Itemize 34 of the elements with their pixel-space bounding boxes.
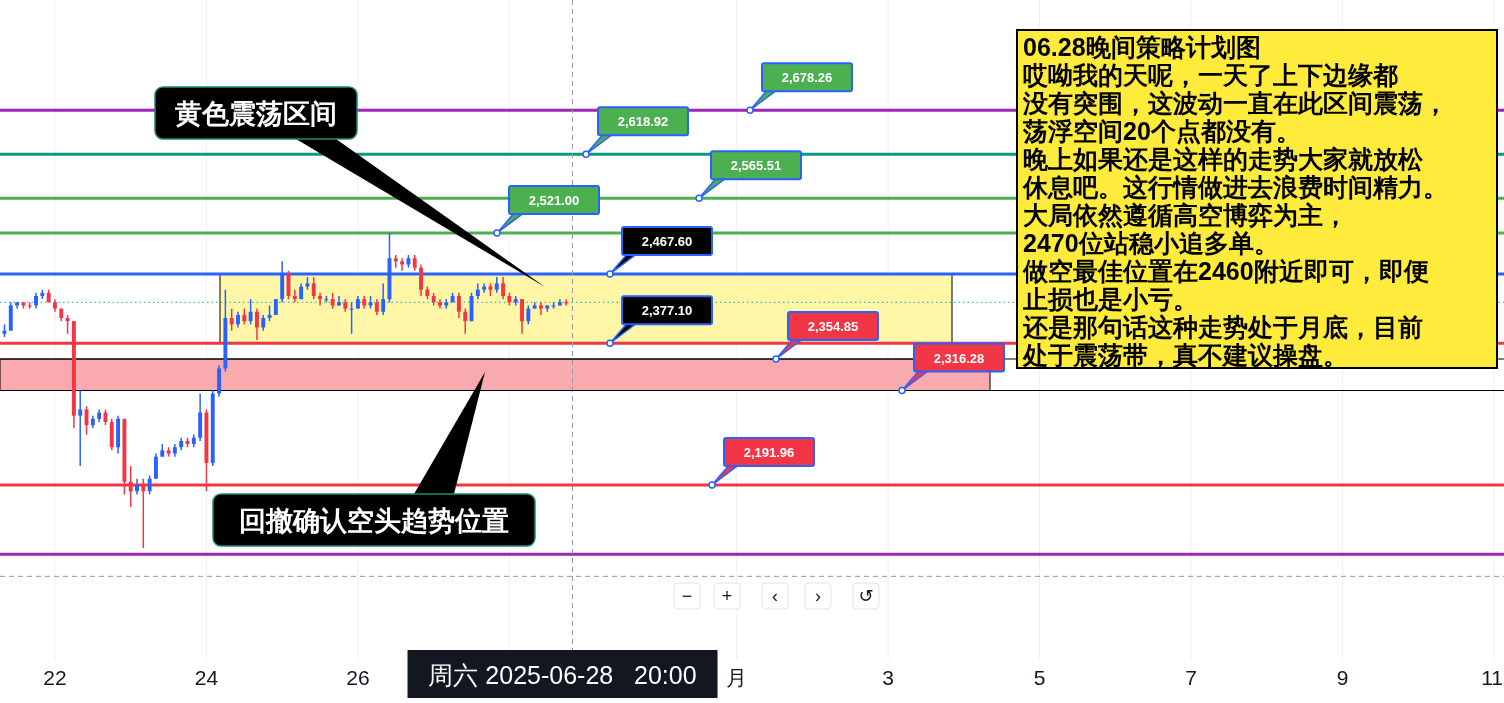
annotation: 止损也是小亏。 [1022, 285, 1198, 313]
text: 哎呦我的天呢，一天了上下边缘都 [1023, 61, 1398, 89]
callout: 回撤确认空头趋势位置 [212, 372, 536, 547]
text: 荡浮空间20个点都没有。 [1022, 117, 1301, 145]
text: 晚上如果还是这样的走势大家就放松 [1023, 145, 1424, 173]
button: − [673, 582, 701, 610]
x-tick-label: 11 [1481, 666, 1503, 689]
x-tick-label: 22 [43, 666, 67, 689]
x-tick-label: 26 [346, 666, 370, 689]
annotation: 2,354.85 [807, 319, 859, 334]
annotation: 2,377.10 [641, 303, 693, 319]
crosshair-time: 周六 2025-06-28 20:00 [407, 650, 718, 698]
annotation: 2,467.60 [641, 233, 693, 249]
button: ‹ [761, 582, 789, 610]
annotation: 2,316.28 [933, 350, 985, 366]
text: 没有突围，这波动一直在此区间震荡， [1022, 89, 1448, 117]
text: 大局依然遵循高空博弈为主， [1023, 201, 1348, 229]
annotation: 2,191.96 [743, 445, 795, 460]
x-tick-label: 3 [882, 666, 894, 689]
ref-line-label: 周六 2025-06-28 20:00 [428, 661, 697, 689]
x-tick-label: 月 [726, 666, 748, 689]
text: 休息吧。这行情做进去浪费时间精力。 [1022, 173, 1448, 201]
annotation: 回撤确认空头趋势位置 [239, 506, 509, 536]
text: 06.28晚间策略计划图 [1023, 33, 1261, 61]
annotation: 2470位站稳小追多单。 [1023, 229, 1279, 257]
button: + [713, 582, 741, 610]
x-tick-label: 24 [194, 666, 219, 689]
x-tick-label: 7 [1185, 666, 1197, 689]
button: ↺ [852, 582, 880, 610]
x-tick-label: 5 [1033, 666, 1046, 689]
annotation: 做空最佳位置在2460附近即可，即便 [1022, 257, 1429, 285]
annotation: 还是那句话这种走势处于月底，目前 [1022, 313, 1423, 341]
x-tick-label: 9 [1336, 666, 1349, 689]
button: › [804, 582, 832, 610]
